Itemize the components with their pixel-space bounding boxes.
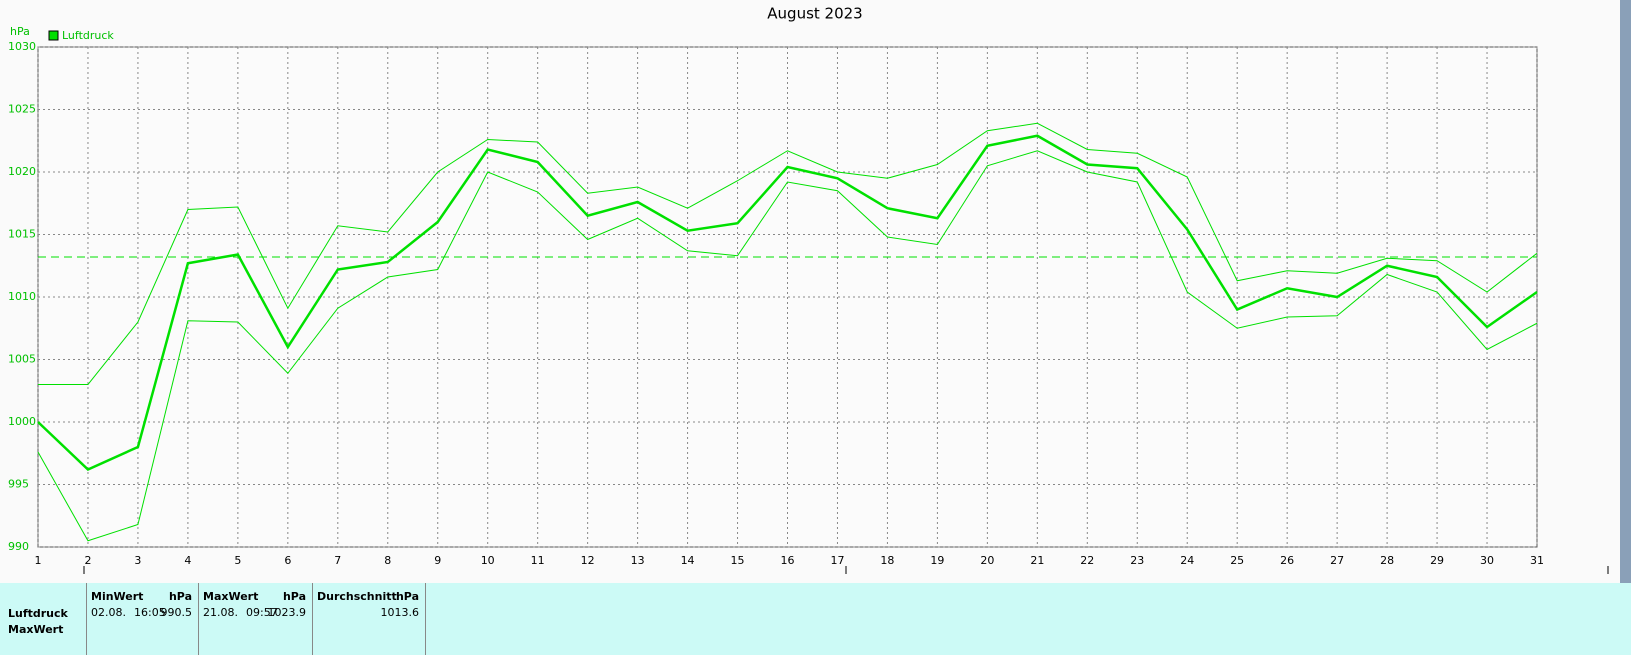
y-tick-label: 1030 xyxy=(8,40,36,53)
x-tick-label: 23 xyxy=(1130,554,1144,567)
time: 09:57 xyxy=(246,606,278,619)
x-tick-label: 31 xyxy=(1530,554,1544,567)
x-tick-label: 27 xyxy=(1330,554,1344,567)
value: 1013.6 xyxy=(380,606,420,619)
table-column: MaxWert hPa 21.08. 09:57 1023.9 xyxy=(198,583,313,655)
x-tick-label: 16 xyxy=(781,554,795,567)
x-tick-label: 19 xyxy=(930,554,944,567)
y-tick-label: 1020 xyxy=(8,165,36,178)
y-tick-label: 1025 xyxy=(8,103,36,116)
x-tick-label: 11 xyxy=(531,554,545,567)
y-tick-label: 1000 xyxy=(8,415,36,428)
x-tick-label: 24 xyxy=(1180,554,1194,567)
chart: August 2023 hPa 990995100010051010101510… xyxy=(8,0,1631,583)
y-unit: hPa xyxy=(10,25,30,38)
x-tick-label: 15 xyxy=(731,554,745,567)
data-line xyxy=(38,122,1538,385)
column-unit: hPa xyxy=(395,590,419,603)
x-tick-label: 14 xyxy=(681,554,695,567)
table-column xyxy=(0,583,87,655)
date: 02.08. xyxy=(91,606,126,619)
value: 990.5 xyxy=(160,606,193,619)
x-tick-label: 3 xyxy=(134,554,141,567)
x-tick-label: 9 xyxy=(434,554,441,567)
y-tick-label: 1010 xyxy=(8,290,36,303)
time: 16:05 xyxy=(134,606,166,619)
x-tick-label: 18 xyxy=(880,554,894,567)
x-tick-label: 6 xyxy=(284,554,291,567)
legend-label: Luftdruck xyxy=(62,29,114,42)
x-tick-label: 10 xyxy=(481,554,495,567)
side-strip xyxy=(1620,0,1631,583)
x-tick-label: 22 xyxy=(1080,554,1094,567)
stats-table: Luftdruck MaxWert MinWert hPa 02.08. 16:… xyxy=(0,583,1631,655)
x-tick-label: 17 xyxy=(830,554,844,567)
legend-swatch xyxy=(48,30,59,41)
x-tick-label: 4 xyxy=(184,554,191,567)
column-unit: hPa xyxy=(282,590,306,603)
y-tick-label: 995 xyxy=(8,478,29,491)
data-line xyxy=(37,134,1538,471)
x-tick-label: 25 xyxy=(1230,554,1244,567)
x-tick-label: 30 xyxy=(1480,554,1494,567)
y-tick-label: 1005 xyxy=(8,353,36,366)
table-column: Durchschnitt hPa 1013.6 xyxy=(312,583,426,655)
column-unit: hPa xyxy=(168,590,192,603)
column-header: Durchschnitt xyxy=(317,590,397,603)
row-label: Luftdruck xyxy=(8,607,68,620)
table-column: MinWert hPa 02.08. 16:05 990.5 xyxy=(86,583,199,655)
y-tick-label: 1015 xyxy=(8,228,36,241)
chart-title: August 2023 xyxy=(767,5,862,23)
x-tick-label: 12 xyxy=(581,554,595,567)
x-tick-label: 1 xyxy=(35,554,42,567)
date: 21.08. xyxy=(203,606,238,619)
data-line xyxy=(37,150,1538,542)
column-header: MinWert xyxy=(91,590,144,603)
value: 1023.9 xyxy=(267,606,307,619)
x-tick-label: 5 xyxy=(234,554,241,567)
x-tick-label: 26 xyxy=(1280,554,1294,567)
x-tick-label: 20 xyxy=(980,554,994,567)
y-tick-label: 990 xyxy=(8,540,29,553)
x-tick-label: 7 xyxy=(334,554,341,567)
x-tick-label: 2 xyxy=(84,554,91,567)
x-tick-label: 8 xyxy=(384,554,391,567)
x-tick-label: 29 xyxy=(1430,554,1444,567)
x-tick-label: 13 xyxy=(631,554,645,567)
x-tick-label: 21 xyxy=(1030,554,1044,567)
column-header: MaxWert xyxy=(203,590,259,603)
row-label: MaxWert xyxy=(8,623,64,636)
x-tick-label: 28 xyxy=(1380,554,1394,567)
